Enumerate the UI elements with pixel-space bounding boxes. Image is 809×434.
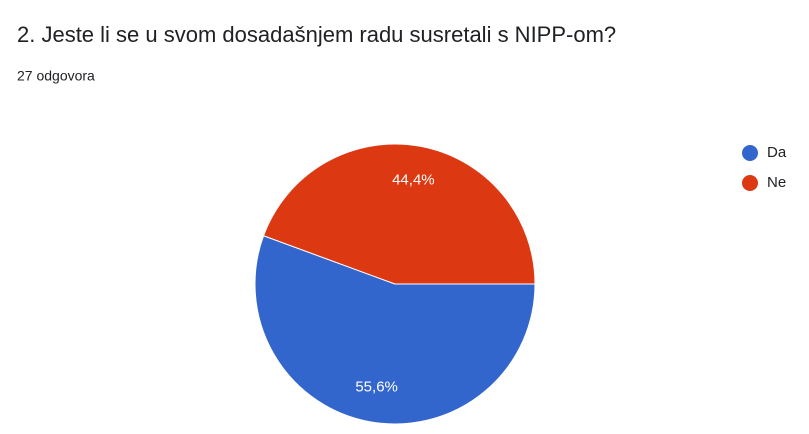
legend-marker [742,175,758,191]
chart-subtitle: 27 odgovora [17,68,95,84]
data-label: 44,4% [392,172,435,189]
pie-slice [262,143,536,285]
pie-slice [254,235,536,425]
legend-label: Da [767,144,787,161]
data-label: 55,6% [355,378,398,395]
chart-title: 2. Jeste li se u svom dosadašnjem radu s… [17,22,616,47]
legend-marker [742,145,758,161]
legend-label: Ne [767,174,786,191]
